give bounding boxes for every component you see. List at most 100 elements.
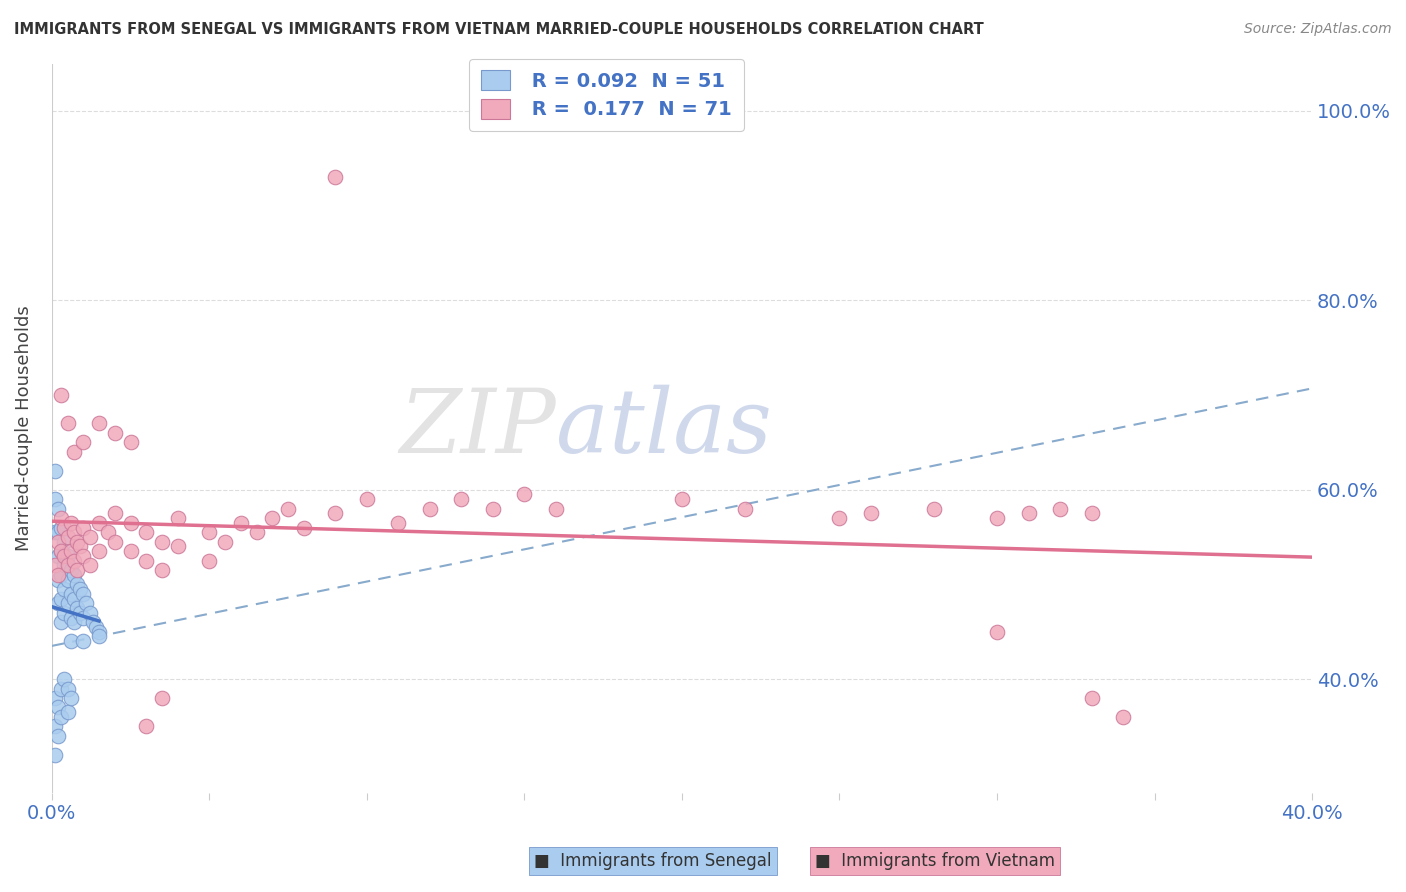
Point [59,587,82,601]
Point [53,606,76,620]
Point [59,610,82,624]
Point [79,530,101,544]
Point [56,530,79,544]
Legend:  R = 0.092  N = 51,  R =  0.177  N = 71: R = 0.092 N = 51, R = 0.177 N = 71 [470,59,744,131]
Point [51,520,73,534]
Point [59,634,82,648]
Point [262,511,284,525]
Point [69,582,91,596]
Point [166,511,188,525]
Point [56,681,79,696]
Point [325,170,347,185]
Point [66,534,89,549]
Point [87,417,110,431]
Point [62,615,84,630]
Point [72,610,94,624]
Point [1018,507,1040,521]
Point [59,516,82,530]
Point [62,445,84,459]
Point [59,544,82,558]
Point [62,591,84,606]
Point [922,501,945,516]
Point [51,710,73,724]
Point [56,549,79,563]
Point [46,573,69,587]
Point [104,534,127,549]
Text: ■  Immigrants from Senegal: ■ Immigrants from Senegal [534,852,772,870]
Point [59,563,82,577]
Point [46,700,69,714]
Point [828,511,851,525]
Text: ■  Immigrants from Vietnam: ■ Immigrants from Vietnam [815,852,1056,870]
Point [356,492,378,507]
Point [1112,710,1135,724]
Point [87,516,110,530]
Point [51,511,73,525]
Point [46,534,69,549]
Point [734,501,756,516]
Point [53,549,76,563]
Point [51,615,73,630]
Point [69,606,91,620]
Point [56,705,79,719]
Text: IMMIGRANTS FROM SENEGAL VS IMMIGRANTS FROM VIETNAM MARRIED-COUPLE HOUSEHOLDS COR: IMMIGRANTS FROM SENEGAL VS IMMIGRANTS FR… [14,22,984,37]
Point [46,549,69,563]
Point [150,691,173,706]
Point [46,501,69,516]
Point [72,587,94,601]
Point [150,563,173,577]
Point [72,634,94,648]
Point [214,534,236,549]
Point [66,563,89,577]
Point [859,507,882,521]
Point [75,596,97,610]
Point [53,558,76,573]
Point [51,591,73,606]
Point [53,582,76,596]
Point [51,544,73,558]
Point [1049,501,1071,516]
Point [292,520,315,534]
Point [120,544,142,558]
Point [986,624,1008,639]
Point [325,507,347,521]
Point [1080,691,1102,706]
Point [229,516,252,530]
Point [51,388,73,402]
Point [513,487,536,501]
Point [53,520,76,534]
Point [87,544,110,558]
Point [51,544,73,558]
Point [46,729,69,743]
Point [46,568,69,582]
Text: atlas: atlas [555,384,772,472]
Point [53,672,76,686]
Point [135,525,157,540]
Point [46,596,69,610]
Point [450,492,472,507]
Point [1080,507,1102,521]
Point [56,417,79,431]
Point [87,630,110,644]
Point [79,558,101,573]
Point [419,501,441,516]
Point [44,747,66,762]
Point [72,520,94,534]
Point [135,554,157,568]
Point [69,540,91,554]
Point [104,507,127,521]
Point [150,534,173,549]
Point [104,425,127,440]
Point [44,558,66,573]
Point [544,501,567,516]
Point [51,681,73,696]
Point [44,464,66,478]
Point [72,435,94,450]
Point [72,549,94,563]
Point [97,525,120,540]
Point [82,615,104,630]
Point [198,525,221,540]
Point [277,501,299,516]
Point [87,624,110,639]
Y-axis label: Married-couple Households: Married-couple Households [15,305,32,551]
